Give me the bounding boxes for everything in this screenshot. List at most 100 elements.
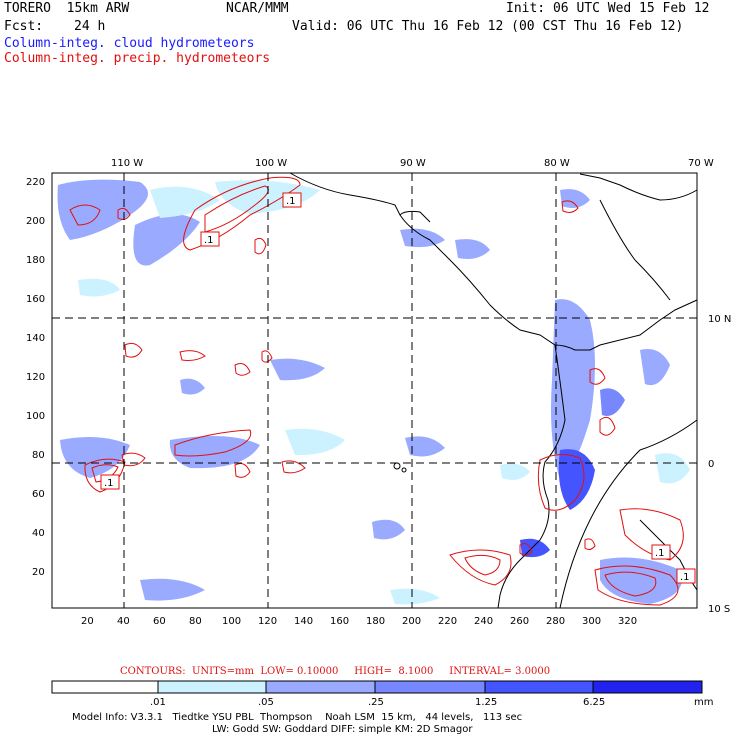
lat-label: 0 — [708, 459, 714, 470]
island — [401, 467, 407, 473]
cloud-region — [600, 388, 625, 416]
cloud-region — [400, 228, 445, 248]
x-tick-label: 20 — [81, 616, 94, 627]
precip-contour — [599, 416, 616, 436]
lon-label: 70 W — [688, 158, 714, 169]
coastline — [599, 199, 671, 301]
x-tick-label: 80 — [189, 616, 202, 627]
x-axis-ticks: 20 40 60 80 100 120 140 160 180 200 220 … — [81, 616, 637, 627]
cloud-region — [150, 186, 220, 218]
colorbar-segment — [484, 680, 594, 694]
forecast-hour: 24 h — [74, 19, 106, 34]
x-tick-label: 240 — [474, 616, 493, 627]
y-tick-label: 100 — [26, 411, 45, 422]
precip-contour — [183, 176, 301, 251]
y-tick-label: 160 — [26, 294, 45, 305]
cloud-region — [640, 349, 670, 386]
cloud-region — [60, 436, 130, 478]
cloud-region — [551, 299, 595, 480]
y-tick-label: 40 — [32, 528, 45, 539]
cloud-region — [655, 453, 690, 484]
init-time: Init: 06 UTC Wed 15 Feb 12 — [506, 1, 710, 16]
precip-contour — [121, 452, 146, 467]
precip-contour — [589, 368, 606, 385]
precip-contour — [254, 237, 267, 255]
contour-label: .1 — [655, 548, 665, 559]
precip-contour — [174, 429, 252, 457]
precip-contour — [464, 554, 501, 576]
valid-time: Valid: 06 UTC Thu 16 Feb 12 (00 CST Thu … — [292, 19, 684, 34]
x-tick-label: 40 — [117, 616, 130, 627]
cloud-shading-layer — [57, 179, 690, 605]
cloud-region — [560, 189, 590, 208]
precip-contour — [234, 363, 251, 376]
y-tick-label: 120 — [26, 372, 45, 383]
colorbar-segment — [592, 680, 703, 694]
institution-label: NCAR/MMM — [226, 1, 289, 16]
colorbar-segment — [265, 680, 376, 694]
x-tick-label: 220 — [438, 616, 457, 627]
y-axis-ticks: 220 200 180 160 140 120 100 80 60 40 20 — [26, 177, 45, 578]
cloud-region — [390, 588, 440, 605]
contour-label: .1 — [286, 196, 296, 207]
forecast-label: Fcst: — [4, 19, 44, 34]
coastline — [559, 419, 698, 609]
colorbar-segment — [51, 680, 159, 694]
precip-contour — [234, 463, 251, 478]
model-info-line2: LW: Godd SW: Goddard DIFF: simple KM: 2D… — [212, 724, 473, 735]
model-info-line1: Model Info: V3.3.1 Tiedtke YSU PBL Thomp… — [72, 712, 523, 723]
precip-contour — [604, 571, 657, 597]
colorbar-label: .01 — [150, 697, 166, 708]
x-tick-label: 160 — [330, 616, 349, 627]
cloud-region — [405, 436, 445, 457]
x-tick-label: 200 — [402, 616, 421, 627]
y-tick-label: 80 — [32, 450, 45, 461]
colorbar-segment — [374, 680, 486, 694]
precip-contour — [561, 200, 579, 213]
cloud-region — [169, 436, 260, 469]
precip-contour — [537, 454, 585, 511]
colorbar-unit: mm — [694, 697, 713, 708]
lon-label: 90 W — [400, 158, 426, 169]
cloud-region — [285, 428, 345, 456]
coastline — [399, 210, 431, 223]
precip-contour — [584, 538, 596, 551]
cloud-region — [133, 214, 200, 266]
cloud-region — [140, 578, 205, 601]
longitude-labels: 110 W 100 W 90 W 80 W 70 W — [111, 158, 714, 169]
contour-label: .1 — [680, 572, 690, 583]
y-tick-label: 60 — [32, 489, 45, 500]
precip-contour — [124, 342, 143, 358]
coastline — [497, 344, 566, 609]
precip-contour — [281, 460, 306, 474]
colorbar-label: 6.25 — [583, 697, 605, 708]
contour-label: .1 — [104, 478, 114, 489]
cloud-region — [180, 378, 205, 395]
cloud-region — [78, 278, 120, 297]
precip-contour — [594, 565, 679, 606]
x-tick-label: 280 — [546, 616, 565, 627]
coastline — [289, 172, 698, 351]
x-tick-label: 120 — [258, 616, 277, 627]
x-tick-label: 300 — [582, 616, 601, 627]
precip-contour — [519, 543, 533, 556]
x-tick-label: 260 — [510, 616, 529, 627]
lat-label: 10 S — [708, 604, 730, 615]
colorbar-label: .05 — [258, 697, 274, 708]
precip-contour — [261, 350, 273, 363]
colorbar-label: 1.25 — [475, 697, 497, 708]
coastline — [579, 173, 698, 201]
x-tick-label: 320 — [618, 616, 637, 627]
lat-label: 10 N — [708, 314, 731, 325]
contour-label-layer: .1 .1 .1 .1 .1 — [100, 192, 696, 584]
cloud-region — [600, 557, 682, 604]
x-tick-label: 60 — [153, 616, 166, 627]
colorbar-segment — [157, 680, 267, 694]
precip-contour — [69, 204, 101, 226]
legend-precip-label: Column-integ. precip. hydrometeors — [4, 51, 271, 66]
colorbar-labels: .01 .05 .25 1.25 6.25 mm — [150, 697, 713, 708]
coastline-layer — [289, 172, 698, 609]
precip-contour — [449, 549, 512, 586]
lon-label: 80 W — [544, 158, 570, 169]
